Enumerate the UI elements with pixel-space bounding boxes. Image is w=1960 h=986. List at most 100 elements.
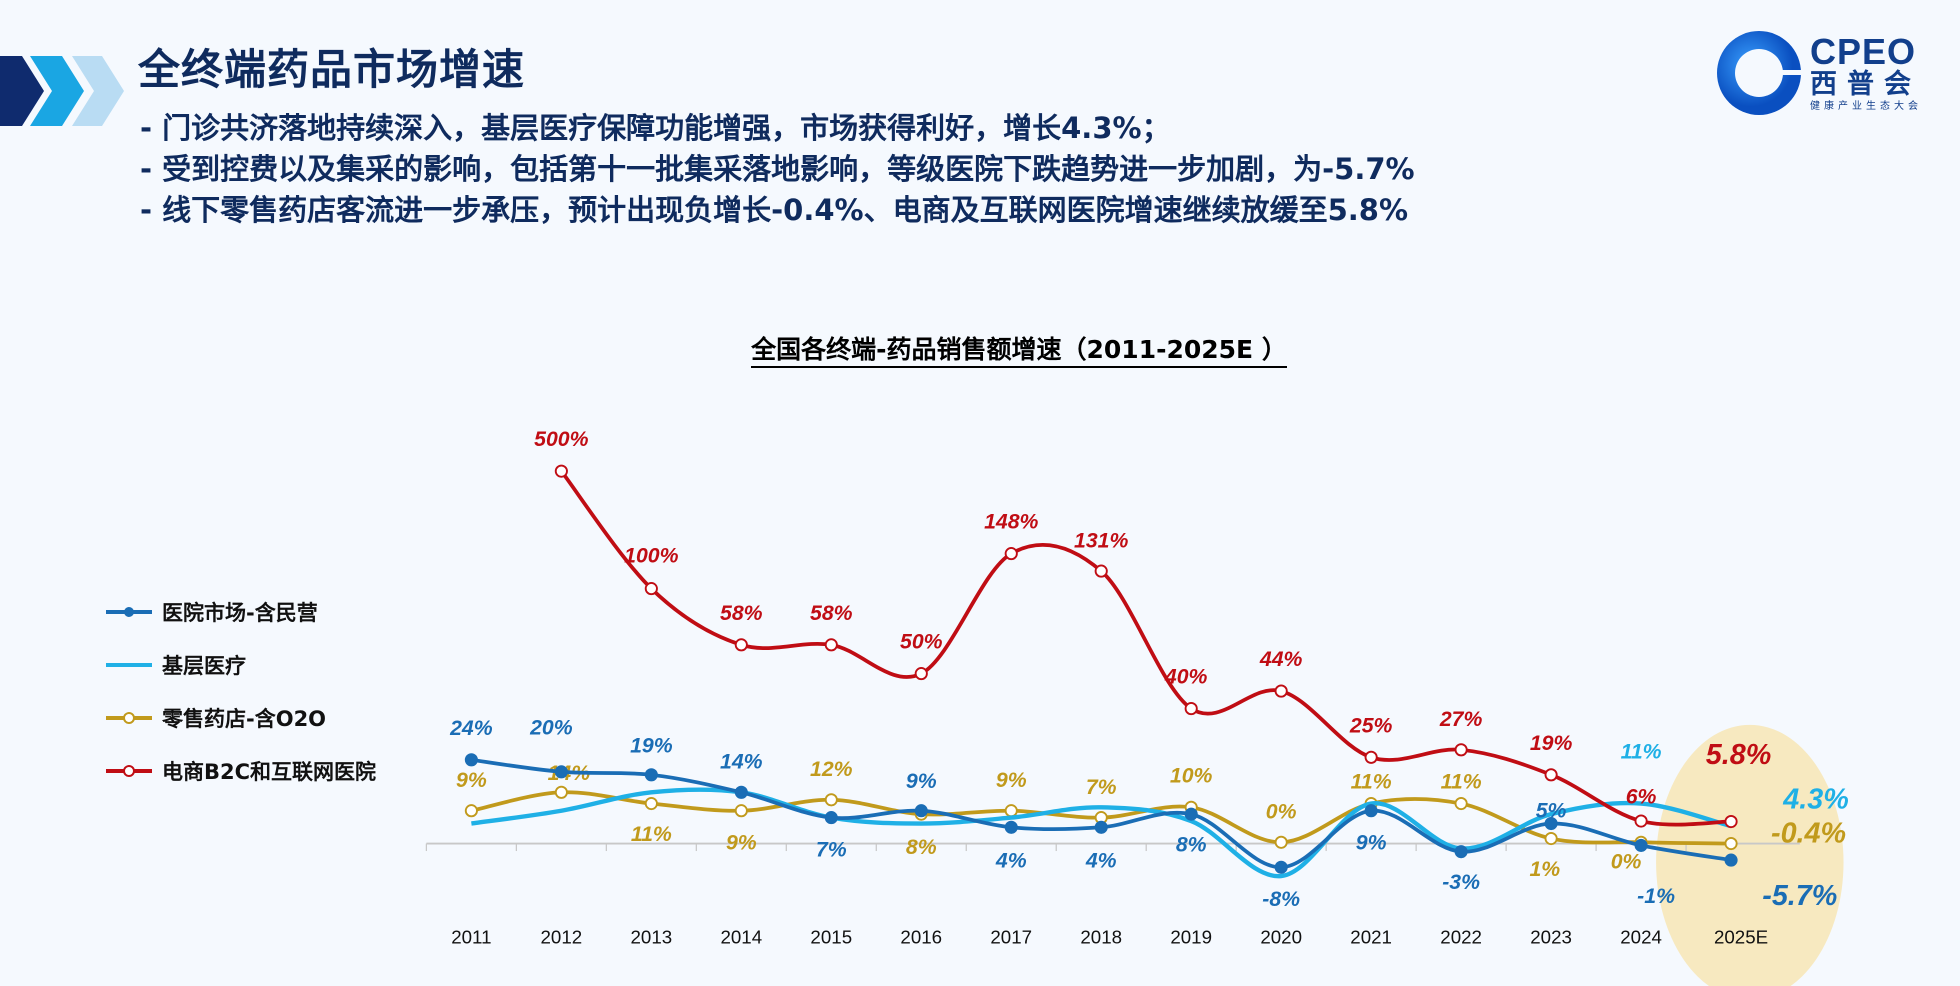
logo-text: CPEO 西普会 健康产业生态大会	[1810, 34, 1922, 114]
chevron-arrows-icon	[0, 56, 124, 126]
data-label: 100%	[624, 543, 678, 567]
data-label: 6%	[1626, 785, 1657, 809]
x-tick-label: 2018	[1080, 927, 1122, 948]
data-label: 27%	[1439, 707, 1483, 731]
data-label: 40%	[1164, 665, 1208, 689]
page-title: 全终端药品市场增速	[138, 45, 526, 94]
data-point	[914, 667, 928, 681]
data-point	[1184, 702, 1198, 716]
data-label: 4.3%	[1782, 784, 1849, 816]
bullet-item: - 线下零售药店客流进一步承压，预计出现负增长-0.4%、电商及互联网医院增速继…	[140, 193, 1409, 227]
data-label: -3%	[1442, 870, 1480, 894]
series-1: 11% 4.3%	[471, 740, 1849, 879]
data-label: 24%	[449, 716, 493, 740]
data-point	[1274, 860, 1288, 874]
data-label: 5%	[1536, 798, 1567, 822]
data-label: 9%	[906, 769, 937, 793]
legend: 医院市场-含民营 基层医疗 零售药店-含O2O 电商B2C和互联网医院	[106, 585, 376, 797]
data-point	[734, 785, 748, 799]
series-line	[471, 757, 1732, 870]
legend-swatch	[106, 606, 152, 617]
data-point	[1274, 835, 1288, 849]
data-label: 148%	[984, 510, 1038, 534]
data-label: 9%	[456, 768, 487, 792]
bullet-item: - 门诊共济落地持续深入，基层医疗保障功能增强，市场获得利好，增长4.3%；	[140, 111, 1171, 145]
data-label: 25%	[1349, 713, 1393, 737]
bullet-item: - 受到控费以及集采的影响，包括第十一批集采落地影响，等级医院下跌趋势进一步加剧…	[140, 152, 1415, 186]
data-label: 7%	[1086, 775, 1117, 799]
data-point	[1634, 838, 1648, 852]
data-label: -1%	[1637, 884, 1675, 908]
x-tick-label: 2025E	[1714, 927, 1768, 948]
data-point	[554, 464, 568, 478]
data-label: 5.8%	[1706, 739, 1772, 771]
data-label: 12%	[810, 757, 853, 781]
x-tick-label: 2016	[900, 927, 942, 948]
data-label: 58%	[720, 601, 763, 625]
data-label: 11%	[1621, 740, 1662, 764]
legend-item: 医院市场-含民营	[106, 585, 376, 638]
data-point	[1094, 820, 1108, 834]
series-line	[471, 787, 1732, 879]
data-point	[464, 753, 478, 767]
data-label: 0%	[1611, 850, 1642, 874]
legend-label: 电商B2C和互联网医院	[162, 759, 377, 784]
x-tick-label: 2022	[1440, 927, 1482, 948]
series-0: 24% 20% 19% 14% 7% 9% 4% 4% 8% -8% 9% -3% 5% -1% -5.7%	[449, 715, 1837, 912]
data-point	[1724, 853, 1738, 867]
x-tick-label: 2019	[1170, 927, 1212, 948]
data-label: 1%	[1530, 857, 1561, 881]
data-label: -8%	[1262, 887, 1300, 911]
data-point	[1454, 743, 1468, 757]
legend-swatch	[106, 764, 152, 777]
x-tick-label: 2012	[541, 927, 583, 948]
data-point	[644, 582, 658, 596]
data-point	[1094, 564, 1108, 578]
legend-label: 医院市场-含民营	[162, 600, 318, 625]
data-label: 19%	[1530, 731, 1573, 755]
data-point	[644, 796, 658, 811]
data-label: 9%	[996, 768, 1027, 792]
data-label: 8%	[1176, 833, 1207, 857]
legend-item: 基层医疗	[106, 638, 376, 691]
x-tick-label: 2015	[810, 927, 852, 948]
x-tick-label: 2011	[451, 927, 491, 948]
data-label: 11%	[631, 822, 672, 846]
data-label: 0%	[1266, 800, 1297, 824]
legend-label: 零售药店-含O2O	[162, 706, 327, 731]
data-label: 14%	[720, 750, 763, 774]
data-point	[914, 804, 928, 818]
data-point	[734, 804, 748, 818]
x-tick-label: 2017	[990, 927, 1032, 948]
data-point	[1724, 836, 1738, 851]
x-tick-label: 2013	[630, 927, 672, 948]
data-point	[1004, 820, 1018, 834]
data-label: 10%	[1170, 763, 1213, 787]
highlight-2025e	[1656, 724, 1844, 986]
x-tick-label: 2020	[1260, 927, 1302, 948]
data-point	[554, 785, 568, 799]
data-label: 8%	[906, 835, 937, 859]
data-point	[1634, 814, 1648, 828]
data-point	[1274, 684, 1288, 698]
data-label: 500%	[534, 427, 588, 451]
data-point	[1544, 831, 1558, 846]
data-point	[1544, 816, 1558, 831]
legend-swatch	[106, 711, 152, 724]
cpeo-logo-icon	[1717, 31, 1805, 115]
legend-item: 零售药店-含O2O	[106, 691, 376, 744]
bullet-list: - 门诊共济落地持续深入，基层医疗保障功能增强，市场获得利好，增长4.3%； -…	[140, 108, 1415, 231]
data-point	[1364, 750, 1378, 764]
x-tick-label: 2021	[1350, 927, 1392, 948]
data-label: 11%	[1351, 770, 1392, 794]
data-point	[464, 804, 478, 818]
data-label: 131%	[1074, 528, 1128, 552]
data-label: 9%	[1356, 830, 1387, 854]
data-label: 11%	[1441, 770, 1482, 794]
logo-en: CPEO	[1810, 31, 1917, 72]
data-point	[1004, 804, 1018, 818]
data-label: -0.4%	[1771, 817, 1846, 849]
data-point	[824, 811, 838, 825]
logo-cn: 西普会	[1810, 69, 1921, 100]
